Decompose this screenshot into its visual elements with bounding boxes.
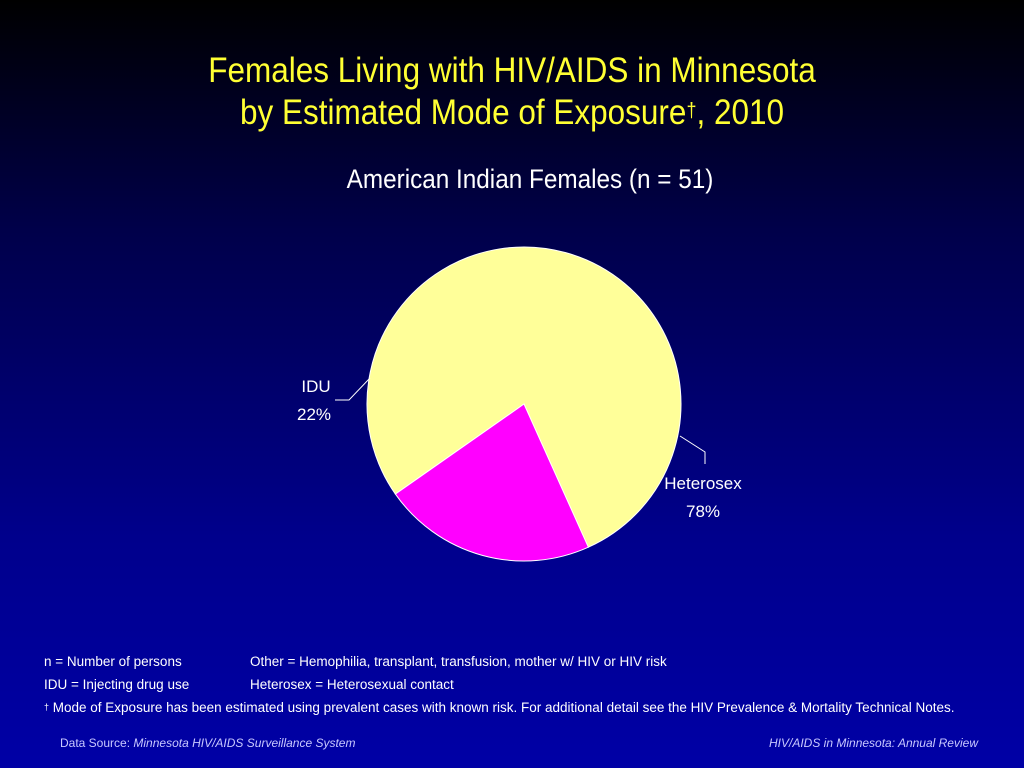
notes: n = Number of persons Other = Hemophilia… — [44, 650, 955, 719]
slice-label-value-heterosex: 78% — [686, 502, 720, 521]
pie-slice-idu — [394, 403, 590, 562]
notes-row-2: IDU = Injecting drug use Heterosex = Het… — [44, 673, 955, 696]
footer-source-name: Minnesota HIV/AIDS Surveillance System — [133, 736, 356, 750]
footer-source-label: Data Source: — [60, 736, 131, 750]
footer-report-name: HIV/AIDS in Minnesota: Annual Review — [769, 736, 978, 750]
slice-label-name-idu: IDU — [301, 377, 330, 396]
note-n-definition: n = Number of persons — [44, 654, 182, 669]
note-mode-of-exposure: Mode of Exposure has been estimated usin… — [49, 700, 955, 715]
title-year: , 2010 — [696, 93, 785, 132]
note-heterosex-definition: Heterosex = Heterosexual contact — [250, 677, 454, 692]
note-idu-definition: IDU = Injecting drug use — [44, 677, 190, 692]
title-dagger: † — [686, 100, 697, 122]
footer-source: Data Source: Minnesota HIV/AIDS Surveill… — [60, 736, 355, 750]
chart-subtitle: American Indian Females (n = 51) — [346, 164, 714, 194]
pie-slice-heterosex — [366, 246, 682, 548]
note-dagger: † — [44, 702, 50, 712]
leader-line-idu — [335, 377, 371, 401]
title-line-1: Females Living with HIV/AIDS in Minnesot… — [208, 51, 816, 90]
slide-title: Females Living with HIV/AIDS in Minnesot… — [51, 50, 973, 134]
title-line-2: by Estimated Mode of Exposure†, 2010 — [51, 92, 973, 134]
notes-row-3: † Mode of Exposure has been estimated us… — [44, 696, 955, 719]
slice-label-value-idu: 22% — [297, 405, 331, 424]
leader-line-heterosex — [679, 435, 706, 464]
note-other-definition: Other = Hemophilia, transplant, transfus… — [250, 654, 667, 669]
notes-row-1: n = Number of persons Other = Hemophilia… — [44, 650, 955, 673]
slice-label-name-heterosex: Heterosex — [664, 474, 742, 493]
title-line-2-text: by Estimated Mode of Exposure — [239, 93, 687, 132]
